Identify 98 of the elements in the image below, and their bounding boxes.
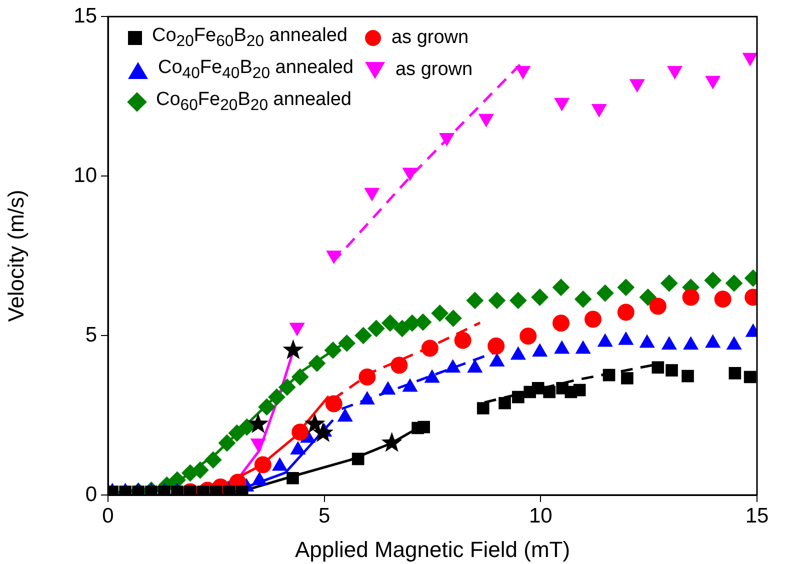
point	[252, 472, 267, 486]
point	[639, 288, 656, 306]
point	[418, 420, 430, 434]
point	[531, 288, 548, 306]
point	[621, 372, 634, 384]
x-tick-label: 15	[745, 504, 769, 528]
point	[488, 292, 506, 309]
point	[238, 418, 256, 436]
point	[705, 76, 720, 89]
point	[421, 340, 438, 357]
point	[312, 422, 334, 442]
point	[630, 79, 645, 92]
point	[218, 434, 236, 452]
point	[682, 370, 694, 382]
point	[617, 304, 634, 321]
point	[660, 274, 678, 292]
point	[498, 396, 511, 410]
x-axis-title: Applied Magnetic Field (mT)	[294, 536, 570, 562]
point	[532, 382, 544, 394]
point	[382, 314, 399, 332]
legend-label: as grown	[395, 59, 473, 81]
legend-label: Co$_{20}$Fe$_{60}$B$_{20}$ annealed	[152, 25, 348, 51]
point	[602, 368, 616, 382]
point	[272, 458, 288, 471]
point	[204, 451, 222, 468]
point	[431, 304, 448, 322]
point	[714, 290, 732, 308]
point	[726, 274, 743, 292]
point	[258, 398, 276, 416]
point	[380, 382, 396, 395]
point	[444, 310, 462, 327]
point	[652, 361, 664, 374]
y-tick-label: 0	[85, 482, 97, 506]
point	[364, 188, 380, 201]
x-tick-label: 0	[102, 504, 114, 528]
point	[592, 104, 607, 117]
point	[228, 424, 246, 442]
point	[290, 442, 306, 455]
point	[744, 370, 756, 384]
point	[552, 314, 570, 332]
point	[478, 114, 494, 127]
point	[682, 288, 700, 306]
point	[394, 320, 411, 338]
point	[381, 432, 402, 452]
point	[390, 356, 408, 374]
point	[728, 367, 742, 380]
point	[466, 292, 484, 309]
y-tick-label: 5	[85, 323, 97, 346]
point	[584, 310, 602, 328]
point	[308, 354, 326, 372]
point	[338, 334, 356, 352]
point	[516, 66, 530, 79]
legend-label: as grown	[391, 27, 469, 49]
point	[325, 395, 342, 412]
point	[667, 66, 682, 79]
point	[324, 342, 342, 359]
point	[520, 328, 537, 345]
point	[454, 332, 472, 349]
point	[552, 278, 570, 296]
point	[292, 368, 309, 386]
point	[286, 472, 299, 484]
point	[248, 413, 269, 434]
point	[543, 386, 556, 398]
point	[338, 408, 353, 422]
point	[192, 462, 209, 479]
point	[488, 338, 505, 355]
point	[704, 272, 722, 289]
point	[352, 452, 364, 466]
point	[649, 298, 666, 315]
point	[358, 368, 376, 386]
point	[292, 424, 309, 441]
point	[402, 168, 418, 181]
point	[596, 284, 614, 302]
point	[554, 98, 570, 111]
point	[574, 290, 592, 308]
point	[439, 132, 454, 146]
point	[368, 320, 385, 338]
point	[742, 52, 757, 66]
y-axis-title: Velocity (m/s)	[3, 190, 28, 322]
point	[573, 384, 586, 396]
point	[617, 278, 634, 296]
point	[512, 390, 524, 404]
point	[510, 292, 527, 309]
point	[254, 456, 272, 474]
point	[354, 327, 372, 344]
point	[268, 388, 286, 406]
y-tick-label: 15	[74, 4, 97, 28]
point	[278, 378, 296, 396]
point	[666, 364, 678, 376]
point	[476, 402, 490, 414]
point	[304, 413, 326, 434]
legend-label: Co$_{60}$Fe$_{20}$B$_{20}$ annealed	[156, 89, 352, 115]
x-tick-label: 10	[528, 504, 552, 528]
x-tick-label: 5	[318, 504, 330, 528]
legend-label: Co$_{40}$Fe$_{40}$B$_{20}$ annealed	[158, 57, 354, 83]
point	[282, 339, 304, 360]
y-tick-label: 10	[74, 164, 97, 187]
point	[326, 250, 342, 264]
